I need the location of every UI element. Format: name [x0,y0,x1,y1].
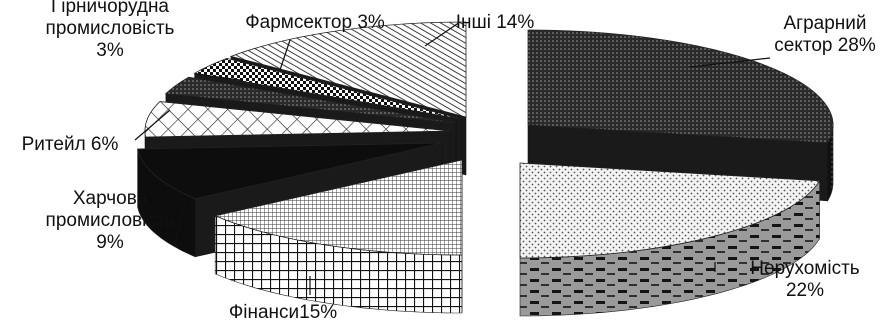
slice-label-8: Інші 14% [424,12,535,47]
slice-label-5: Ритейл 6% [22,109,171,155]
pie-slice-3 [213,159,463,314]
leader-line [424,21,461,47]
slice-label-3: Фінанси15% [229,276,337,323]
slice-label-line: 22% [786,280,824,301]
slice-label-line: 9% [96,232,124,253]
slice-label-line: промисловість [46,210,175,231]
slice-label-line: Фармсектор 3% [245,12,385,33]
slice-label-line: Фінанси15% [229,302,337,323]
leader-line [279,39,291,71]
slice-label-line: Нерухомість [750,258,859,279]
slices-layer [137,21,834,317]
slice-label-line: промисловість [46,18,175,39]
slice-label-line: 3% [96,40,124,61]
slice-label-line: Гірничорудна [51,0,169,17]
leader-line [195,73,241,81]
slice-label-line: Інші 14% [456,12,535,33]
pie-slice-2 [519,162,821,317]
leader-line [174,199,186,246]
slice-label-7: Фармсектор 3% [245,12,385,71]
slice-label-line: Ритейл 6% [22,134,119,155]
slice-label-line: сектор 28% [774,35,876,56]
leader-line [689,57,771,68]
leader-line [134,109,171,141]
slice-label-line: Харчова [73,188,148,209]
slice-label-line: Аграрний [783,13,866,34]
